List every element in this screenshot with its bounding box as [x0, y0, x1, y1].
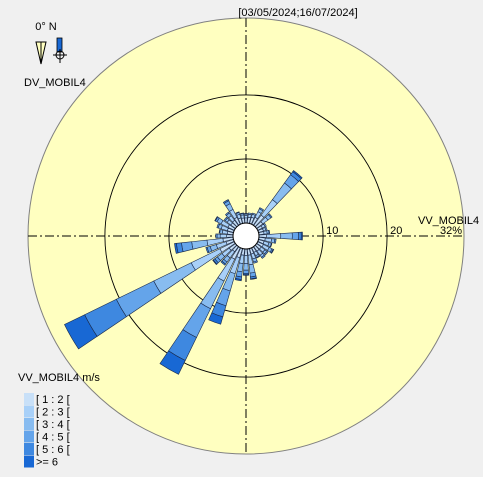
sector-350-bin-4	[240, 212, 244, 215]
sector-270-bin-2	[219, 233, 227, 239]
sector-180-bin-6	[242, 274, 250, 276]
radial-tick-label: 32%	[440, 225, 462, 237]
sector-180-bin-4	[243, 269, 249, 274]
legend-label-5: [ 5 : 6 [	[36, 444, 70, 456]
legend-label-3: [ 3 : 4 [	[36, 419, 70, 431]
sector-270-bin-1	[226, 234, 234, 238]
sector-90-bin-4	[291, 231, 300, 241]
sector-310-bin-4	[223, 216, 228, 222]
wind-sectors	[64, 170, 303, 375]
chart-title: [03/05/2024;16/07/2024]	[238, 7, 357, 19]
legend-label-2: [ 2 : 3 [	[36, 407, 70, 419]
sector-160-bin-4	[253, 260, 258, 264]
legend-swatch-4	[24, 430, 34, 443]
radial-axis-label: VV_MOBIL4	[418, 215, 479, 227]
sector-210-bin-6	[159, 350, 186, 375]
north-label: 0° N	[35, 21, 57, 33]
sector-110-bin-4	[269, 242, 273, 248]
speed-legend: VV_MOBIL4 m/s [ 1 : 2 [[ 2 : 3 [[ 3 : 4 …	[18, 372, 100, 469]
sector-100-bin-4	[273, 238, 277, 244]
legend-swatch-5	[24, 443, 34, 455]
sector-0-bin-1	[244, 217, 248, 224]
sector-300-bin-5	[214, 216, 219, 222]
legend-label-6: >= 6	[36, 457, 58, 469]
sector-50-bin-4	[267, 213, 273, 219]
sector-180-bin-1	[244, 248, 248, 256]
sector-30-bin-4	[258, 207, 265, 212]
sector-250-bin-5	[205, 246, 210, 254]
sector-220-bin-5	[220, 260, 226, 266]
sector-180-bin-3	[243, 263, 249, 271]
sector-60-bin-3	[263, 222, 267, 228]
sector-70-bin-3	[264, 226, 268, 231]
legend-swatch-1	[24, 393, 34, 405]
sector-130-bin-4	[264, 250, 269, 256]
compass-target-icon	[53, 37, 67, 63]
sector-140-bin-4	[261, 254, 266, 259]
sector-200-bin-6	[208, 312, 224, 325]
sector-240-bin-6	[64, 314, 98, 350]
sector-320-bin-4	[224, 211, 230, 217]
sector-90-bin-1	[258, 234, 267, 238]
sector-340-bin-4	[235, 211, 240, 214]
legend-swatch-2	[24, 405, 34, 418]
sector-10-bin-3	[247, 212, 252, 216]
sector-230-bin-6	[212, 259, 218, 266]
sector-0-bin-4	[244, 213, 248, 215]
sector-90-bin-5	[298, 231, 302, 241]
radial-tick-label: 10	[326, 225, 338, 237]
sector-170-bin-6	[250, 277, 257, 280]
legend-label-1: [ 1 : 2 [	[36, 394, 70, 406]
north-arrow-icon	[35, 41, 47, 65]
sector-190-bin-6	[234, 278, 242, 282]
sector-260-bin-6	[174, 242, 179, 254]
legend-title: VV_MOBIL4 m/s	[18, 372, 100, 384]
sector-150-bin-4	[256, 255, 261, 259]
sector-290-bin-4	[216, 223, 220, 229]
sector-90-bin-2	[266, 233, 282, 239]
sector-180-bin-2	[243, 255, 249, 265]
sector-330-bin-5	[222, 199, 230, 204]
sector-270-bin-4	[215, 233, 218, 239]
sector-270-bin-3	[216, 233, 221, 239]
calm-center	[232, 222, 260, 250]
legend-swatch-3	[24, 418, 34, 430]
sector-120-bin-5	[270, 248, 275, 254]
sector-80-bin-4	[268, 229, 271, 234]
sector-20-bin-3	[251, 212, 257, 216]
radial-tick-label: 20	[390, 225, 402, 237]
sector-40-bin-6	[292, 170, 303, 180]
sector-90-bin-3	[280, 232, 293, 240]
legend-label-4: [ 4 : 5 [	[36, 432, 70, 444]
legend-swatch-6	[24, 455, 34, 468]
sector-90-bin-6	[300, 231, 303, 241]
sector-280-bin-4	[218, 229, 221, 234]
direction-variable-label: DV_MOBIL4	[24, 77, 86, 89]
sector-0-bin-2	[244, 215, 248, 219]
radial-tick-labels: 10 20 32%	[326, 225, 462, 237]
